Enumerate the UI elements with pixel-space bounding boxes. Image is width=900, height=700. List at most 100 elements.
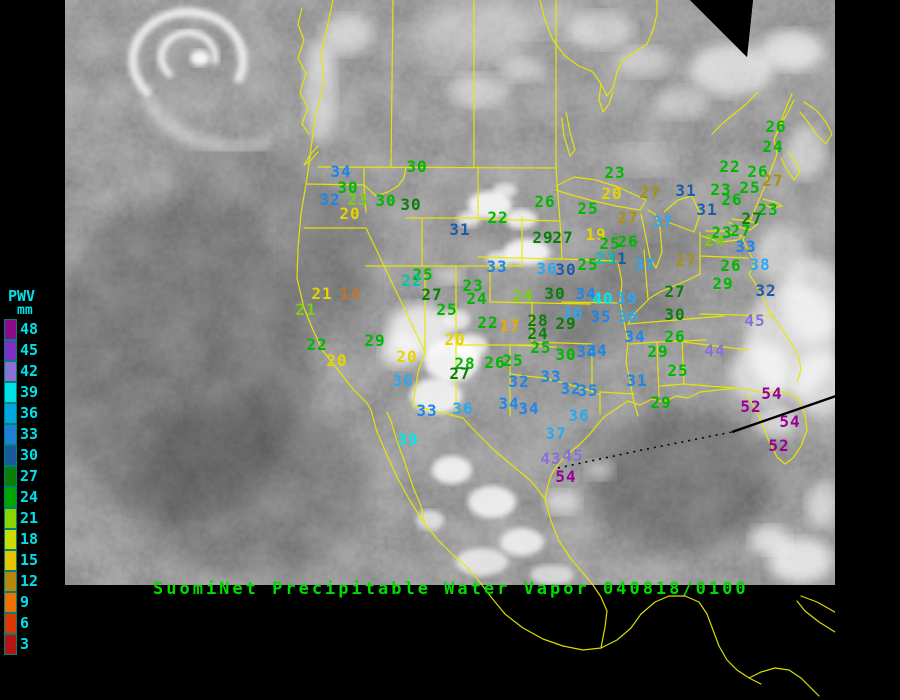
station-pwv-value: 52 bbox=[740, 397, 762, 416]
station-pwv-value: 37 bbox=[545, 424, 567, 443]
station-pwv-value: 27 bbox=[421, 285, 443, 304]
station-pwv-value: 29 bbox=[647, 342, 669, 361]
legend-entry: 27 bbox=[4, 466, 38, 487]
station-pwv-value: 22 bbox=[719, 157, 741, 176]
legend-value-label: 24 bbox=[20, 488, 39, 506]
station-pwv-value: 36 bbox=[392, 371, 414, 390]
station-pwv-value: 34 bbox=[575, 284, 597, 303]
station-pwv-value: 22 bbox=[487, 208, 509, 227]
legend-entry: 39 bbox=[4, 382, 38, 403]
station-pwv-value: 35 bbox=[590, 307, 612, 326]
station-pwv-value: 36 bbox=[568, 406, 590, 425]
legend-entry: 30 bbox=[4, 445, 38, 466]
station-pwv-value: 33 bbox=[486, 257, 508, 276]
station-pwv-value: 30 bbox=[406, 157, 428, 176]
station-pwv-value: 40 bbox=[592, 289, 614, 308]
station-pwv-value: 26 bbox=[721, 190, 743, 209]
station-pwv-value: 26 bbox=[484, 353, 506, 372]
station-pwv-value: 37 bbox=[652, 212, 674, 231]
station-pwv-value: 37 bbox=[634, 255, 656, 274]
legend-entries: 48 45 42 39 36 33 30 27 24 21 18 15 12 9 6 3 bbox=[4, 319, 38, 655]
station-pwv-value: 54 bbox=[779, 412, 801, 431]
station-pwv-value: 44 bbox=[704, 341, 726, 360]
station-pwv-value: 32 bbox=[508, 372, 530, 391]
legend-value-label: 36 bbox=[20, 404, 39, 422]
legend-color-swatch bbox=[4, 550, 17, 571]
legend-entry: 15 bbox=[4, 550, 38, 571]
station-pwv-value: 34 bbox=[586, 341, 608, 360]
station-pwv-value: 23 bbox=[604, 163, 626, 182]
station-pwv-value: 54 bbox=[555, 467, 577, 486]
station-pwv-value: 31 bbox=[606, 249, 628, 268]
station-pwv-value: 24 bbox=[512, 286, 534, 305]
legend-color-swatch bbox=[4, 571, 17, 592]
station-pwv-value: 25 bbox=[577, 199, 599, 218]
station-pwv-value: 25 bbox=[412, 265, 434, 284]
station-pwv-value: 30 bbox=[400, 195, 422, 214]
station-pwv-value: 29 bbox=[364, 331, 386, 350]
terminator-line bbox=[557, 394, 837, 469]
station-pwv-value: 52 bbox=[768, 436, 790, 455]
station-pwv-value: 17 bbox=[499, 316, 521, 335]
pwv-legend: PWV mm 48 45 42 39 36 33 30 27 24 21 18 15 12 9 6 3 bbox=[4, 289, 38, 655]
station-pwv-value: 25 bbox=[530, 338, 552, 357]
station-pwv-value: 30 bbox=[555, 345, 577, 364]
station-pwv-value: 21 bbox=[295, 300, 317, 319]
station-pwv-value: 35 bbox=[577, 381, 599, 400]
satellite-imagery bbox=[65, 0, 835, 585]
station-pwv-value: 28 bbox=[527, 311, 549, 330]
legend-entry: 6 bbox=[4, 613, 38, 634]
legend-value-label: 42 bbox=[20, 362, 39, 380]
station-pwv-value: 14 bbox=[339, 284, 361, 303]
station-pwv-value: 36 bbox=[562, 304, 584, 323]
legend-entry: 9 bbox=[4, 592, 38, 613]
swath-right-mask bbox=[835, 0, 900, 700]
legend-value-label: 15 bbox=[20, 551, 39, 569]
station-pwv-value: 34 bbox=[518, 399, 540, 418]
station-pwv-value: 31 bbox=[626, 371, 648, 390]
station-pwv-value: 24 bbox=[704, 231, 726, 250]
station-pwv-value: 36 bbox=[452, 399, 474, 418]
station-pwv-value: 27 bbox=[741, 209, 763, 228]
station-pwv-value: 24 bbox=[466, 289, 488, 308]
station-pwv-value: 27 bbox=[639, 183, 661, 202]
legend-value-label: 48 bbox=[20, 320, 39, 338]
station-pwv-value: 39 bbox=[397, 430, 419, 449]
legend-value-label: 30 bbox=[20, 446, 39, 464]
legend-entry: 33 bbox=[4, 424, 38, 445]
station-pwv-value: 28 bbox=[454, 354, 476, 373]
station-pwv-value: 25 bbox=[739, 178, 761, 197]
legend-entry: 21 bbox=[4, 508, 38, 529]
station-pwv-value: 45 bbox=[744, 311, 766, 330]
station-pwv-value: 30 bbox=[555, 260, 577, 279]
legend-entry: 45 bbox=[4, 340, 38, 361]
station-pwv-value: 33 bbox=[416, 401, 438, 420]
legend-entry: 42 bbox=[4, 361, 38, 382]
station-pwv-value: 29 bbox=[532, 228, 554, 247]
legend-entry: 12 bbox=[4, 571, 38, 592]
legend-title: PWV bbox=[8, 287, 36, 305]
station-pwv-value: 26 bbox=[747, 162, 769, 181]
legend-entry: 18 bbox=[4, 529, 38, 550]
station-pwv-value: 26 bbox=[617, 232, 639, 251]
legend-value-label: 9 bbox=[20, 593, 30, 611]
legend-color-swatch bbox=[4, 592, 17, 613]
legend-color-swatch bbox=[4, 508, 17, 529]
station-pwv-value: 32 bbox=[319, 190, 341, 209]
station-pwv-value: 27 bbox=[664, 282, 686, 301]
station-pwv-value: 26 bbox=[534, 192, 556, 211]
station-pwv-value: 34 bbox=[330, 162, 352, 181]
station-pwv-value: 23 bbox=[462, 276, 484, 295]
legend-value-label: 45 bbox=[20, 341, 39, 359]
station-pwv-value: 20 bbox=[444, 330, 466, 349]
legend-value-label: 33 bbox=[20, 425, 39, 443]
station-pwv-value: 25 bbox=[667, 361, 689, 380]
legend-unit: mm bbox=[17, 303, 33, 318]
station-pwv-value: 22 bbox=[306, 335, 328, 354]
legend-color-swatch bbox=[4, 340, 17, 361]
station-pwv-value: 23 bbox=[710, 180, 732, 199]
station-pwv-value: 22 bbox=[401, 271, 423, 290]
